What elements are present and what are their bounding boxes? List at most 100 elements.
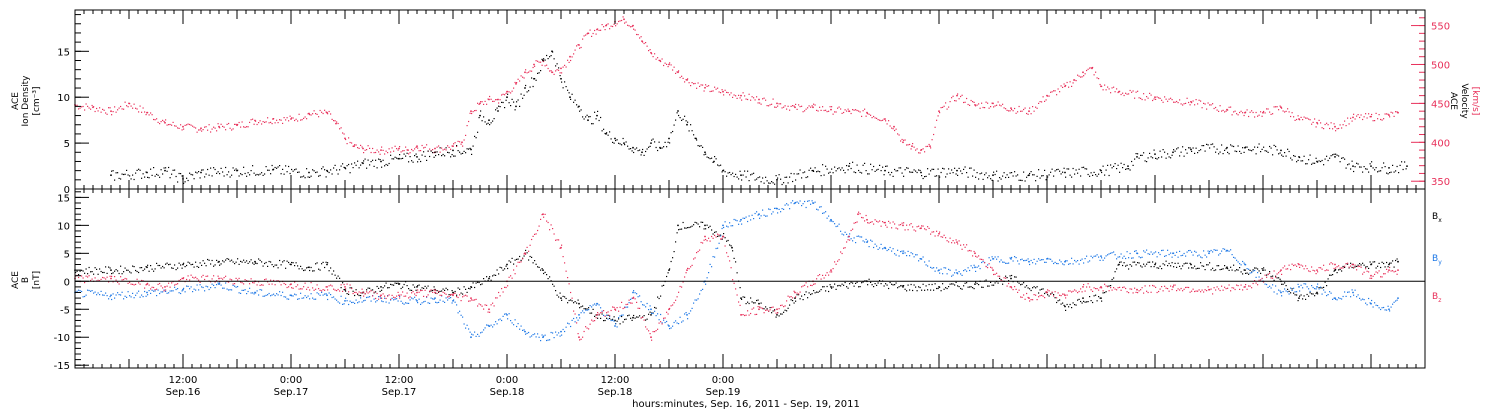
velocity-mark	[865, 115, 867, 117]
bx-mark	[573, 302, 575, 304]
density-mark	[1179, 155, 1181, 157]
velocity-mark	[459, 141, 461, 143]
density-mark	[255, 174, 257, 176]
density-mark	[585, 116, 587, 118]
by-mark	[1195, 251, 1197, 253]
bz-mark	[610, 309, 612, 312]
density-mark	[981, 172, 983, 174]
by-mark	[1317, 283, 1319, 285]
density-mark	[132, 174, 134, 176]
velocity-mark	[1329, 127, 1331, 130]
bx-mark	[85, 268, 87, 270]
velocity-mark	[775, 106, 777, 108]
bz-mark	[891, 227, 893, 229]
density-mark	[474, 135, 476, 137]
density-mark	[1021, 179, 1023, 182]
bx-mark	[148, 270, 150, 272]
velocity-mark	[642, 41, 644, 43]
bx-mark	[136, 270, 138, 273]
by-mark	[1248, 268, 1250, 270]
bz-mark	[361, 288, 363, 290]
velocity-mark	[505, 92, 507, 94]
bx-mark-point	[1154, 263, 1156, 266]
bz-mark	[429, 290, 431, 292]
by-mark	[579, 317, 581, 319]
bx-mark-point	[1334, 269, 1336, 271]
bz-mark	[919, 227, 921, 230]
by-mark	[81, 290, 83, 293]
velocity-mark	[648, 50, 650, 52]
velocity-mark	[927, 145, 929, 147]
by-mark	[1249, 272, 1251, 274]
bx-mark	[1237, 269, 1239, 271]
bx-mark-point	[1190, 263, 1192, 266]
density-mark	[651, 139, 653, 141]
bx-mark	[1213, 269, 1215, 272]
bx-mark	[1236, 269, 1238, 271]
velocity-mark	[372, 147, 374, 150]
bz-mark	[1000, 279, 1002, 282]
density-mark	[849, 162, 851, 165]
velocity-mark	[1387, 113, 1389, 115]
bz-mark	[256, 284, 258, 286]
velocity-mark	[1108, 88, 1110, 90]
density-mark	[1170, 157, 1172, 159]
by-mark	[1002, 261, 1004, 263]
density-mark	[345, 168, 347, 170]
bz-mark	[709, 240, 711, 242]
density-mark-point	[569, 96, 571, 99]
density-mark	[1090, 172, 1092, 174]
velocity-mark	[1326, 122, 1328, 124]
velocity-mark	[1240, 110, 1242, 112]
by-mark	[1132, 257, 1134, 259]
bz-mark	[762, 307, 764, 310]
velocity-mark	[1351, 120, 1353, 122]
bz-mark	[1251, 287, 1253, 289]
velocity-mark	[1089, 67, 1091, 69]
velocity-mark	[603, 26, 605, 28]
by-mark	[229, 289, 231, 291]
by-mark	[267, 294, 269, 296]
bz-mark	[504, 286, 506, 288]
by-mark	[1215, 249, 1217, 251]
velocity-mark	[922, 148, 924, 150]
density-mark	[1075, 169, 1077, 171]
velocity-mark	[691, 82, 693, 84]
bx-mark	[129, 271, 131, 273]
by-mark	[660, 313, 662, 316]
velocity-mark	[957, 93, 959, 95]
density-mark-point	[740, 174, 742, 177]
bx-mark	[660, 295, 662, 297]
bx-mark	[621, 315, 623, 318]
density-mark	[181, 175, 183, 177]
by-mark	[1081, 258, 1083, 260]
bx-mark	[840, 285, 842, 287]
bx-mark	[1089, 296, 1091, 298]
by-mark	[706, 277, 708, 279]
velocity-mark	[1177, 102, 1179, 104]
by-mark	[1254, 269, 1256, 272]
bz-mark	[439, 294, 441, 296]
bz-mark	[363, 295, 365, 297]
bx-mark	[1183, 263, 1185, 265]
bz-mark	[207, 275, 209, 277]
velocity-mark	[789, 109, 791, 111]
bz-mark	[1236, 284, 1238, 286]
by-mark	[741, 223, 743, 225]
velocity-mark-point	[884, 118, 886, 120]
by-mark	[630, 298, 632, 300]
bx-mark	[1170, 265, 1172, 267]
by-mark	[1174, 254, 1176, 256]
by-mark	[649, 305, 651, 307]
density-mark	[1174, 150, 1176, 152]
bx-mark	[192, 263, 194, 265]
density-mark	[424, 155, 426, 157]
density-mark	[702, 146, 704, 148]
velocity-mark	[913, 146, 915, 148]
density-mark-point	[1370, 165, 1372, 168]
bz-mark	[339, 290, 341, 292]
by-mark	[978, 265, 980, 267]
velocity-mark	[277, 122, 279, 124]
density-mark	[316, 171, 318, 173]
bx-mark	[912, 289, 914, 292]
